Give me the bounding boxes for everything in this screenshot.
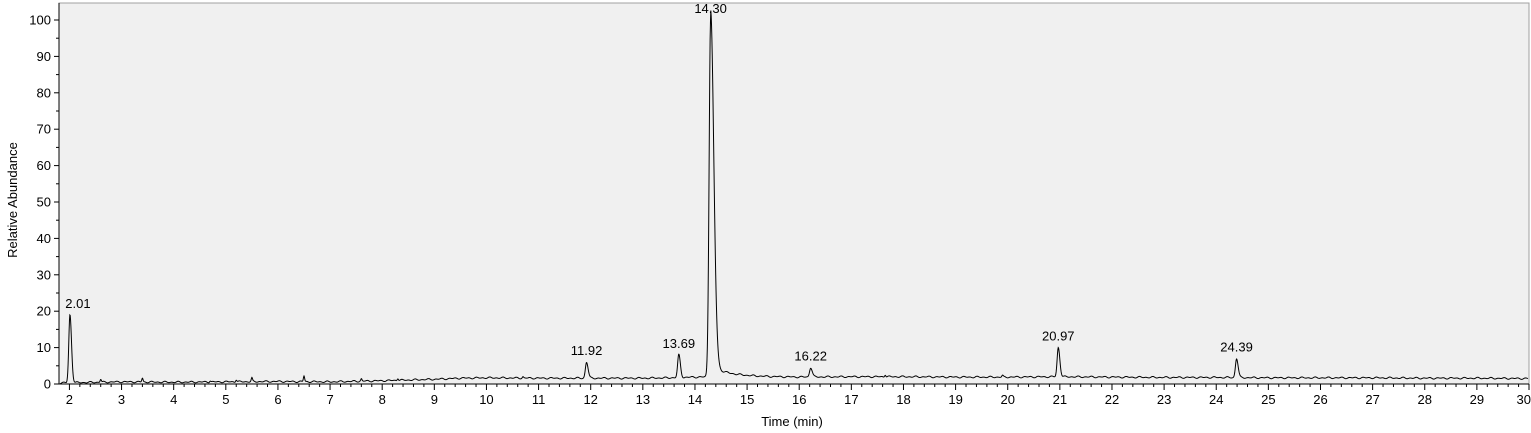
x-tick-label: 30	[1517, 392, 1531, 407]
x-tick-label: 14	[688, 392, 702, 407]
x-tick-label: 16	[792, 392, 806, 407]
x-tick-label: 28	[1418, 392, 1432, 407]
x-tick-label: 20	[1000, 392, 1014, 407]
x-tick-label: 3	[118, 392, 125, 407]
peak-label: 16.22	[794, 349, 827, 364]
x-tick-label: 26	[1313, 392, 1327, 407]
x-tick-label: 8	[379, 392, 386, 407]
x-tick-label: 7	[326, 392, 333, 407]
x-tick-label: 2	[66, 392, 73, 407]
x-axis-title: Time (min)	[761, 414, 823, 429]
x-tick-label: 19	[948, 392, 962, 407]
peak-labels: 2.01 11.92 13.69 14.30 16.22 20.97 24.39	[65, 1, 1253, 364]
x-tick-label: 13	[636, 392, 650, 407]
peak-label: 13.69	[663, 336, 696, 351]
x-tick-label: 18	[896, 392, 910, 407]
y-tick-label: 10	[37, 340, 51, 355]
x-tick-label: 10	[479, 392, 493, 407]
x-tick-label: 6	[274, 392, 281, 407]
peak-label: 20.97	[1042, 329, 1075, 344]
y-tick-label: 90	[37, 49, 51, 64]
x-tick-label: 12	[583, 392, 597, 407]
chromatogram-trace	[59, 10, 1529, 385]
x-tick-label: 17	[844, 392, 858, 407]
y-tick-label: 50	[37, 195, 51, 210]
x-tick-label: 24	[1209, 392, 1223, 407]
y-tick-label: 70	[37, 122, 51, 137]
x-tick-label: 27	[1365, 392, 1379, 407]
peak-label: 14.30	[694, 1, 727, 16]
plot-area	[58, 2, 1530, 385]
x-tick-label: 22	[1105, 392, 1119, 407]
x-tick-label: 25	[1261, 392, 1275, 407]
x-tick-label: 21	[1053, 392, 1067, 407]
y-tick-label: 20	[37, 304, 51, 319]
y-axis: 0 10 20 30 40 50 60 70 80 90 100	[29, 3, 60, 392]
y-tick-label: 100	[29, 13, 51, 28]
peak-label: 24.39	[1220, 340, 1253, 355]
peak-label: 2.01	[65, 296, 90, 311]
x-axis: 2 3 4 5 6 7 8 9 10 11 12 13 14 15 16 17 18 19 20 21 22 23 24 25…	[59, 383, 1531, 407]
x-tick-label: 11	[532, 392, 546, 407]
x-tick-label: 4	[170, 392, 177, 407]
y-tick-label: 80	[37, 85, 51, 100]
y-axis-title: Relative Abundance	[5, 142, 20, 258]
y-tick-label: 30	[37, 267, 51, 282]
y-tick-label: 40	[37, 231, 51, 246]
x-tick-label: 5	[222, 392, 229, 407]
x-tick-label: 29	[1470, 392, 1484, 407]
x-tick-label: 15	[740, 392, 754, 407]
x-tick-label: 9	[431, 392, 438, 407]
y-tick-label: 60	[37, 158, 51, 173]
peak-label: 11.92	[571, 343, 603, 358]
y-tick-label: 0	[44, 377, 51, 392]
x-tick-label: 23	[1157, 392, 1171, 407]
